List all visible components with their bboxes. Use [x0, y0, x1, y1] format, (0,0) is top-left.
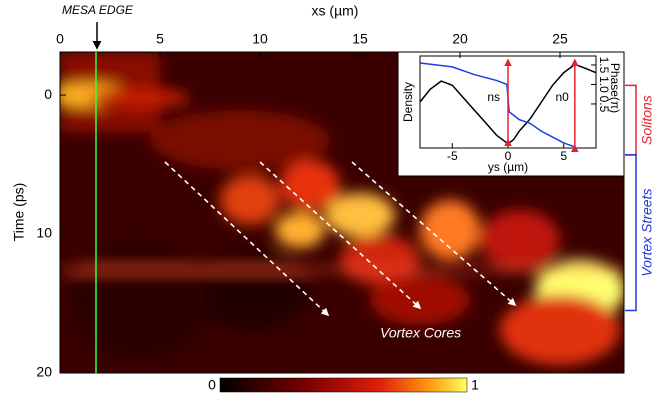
y2-tick-label: 1.5 — [597, 57, 611, 74]
y2-tick-label: 0.5 — [597, 96, 611, 113]
x-axis-label: ys (µm) — [488, 160, 528, 174]
x-tick-label: 25 — [552, 31, 568, 47]
x-tick-label: 15 — [352, 31, 368, 47]
x-tick-label: -5 — [447, 149, 458, 163]
range-label: Vortex Streets — [639, 189, 655, 277]
x-tick-label: 10 — [252, 31, 268, 47]
frame — [59, 51, 625, 374]
colorbar-label: 0 — [208, 377, 216, 393]
x-axis-label: xs (µm) — [312, 3, 359, 19]
arrows — [164, 161, 517, 317]
annotation: MESA EDGE — [62, 3, 134, 17]
annotation: ns — [487, 90, 500, 104]
colorbar — [219, 377, 468, 393]
y-axis-label: Time (ps) — [11, 183, 27, 242]
y2-axis-label: Phase(π) — [608, 63, 622, 113]
x-tick-label: 5 — [560, 149, 567, 163]
x-tick-label: 0 — [56, 31, 64, 47]
range-bracket — [625, 84, 637, 156]
x-tick-label: 20 — [452, 31, 468, 47]
y-tick-label: 20 — [36, 364, 52, 380]
colorbar-label: 1 — [471, 377, 479, 393]
range-label: Solitons — [639, 95, 655, 145]
y-tick-label: 10 — [36, 225, 52, 241]
inset: -5 0 5 0.5 1.0 1.5 ys (µm) Density Phase(π) ns n0 — [397, 51, 625, 177]
x-tick-label: 0 — [505, 149, 512, 163]
annotation: n0 — [555, 90, 569, 104]
range-bracket — [625, 154, 637, 312]
y-axis-label: Density — [401, 82, 415, 122]
y-tick-label: 0 — [44, 86, 52, 102]
annotation: Vortex Cores — [380, 325, 461, 341]
series-line — [419, 62, 576, 148]
x-tick-label: 5 — [156, 31, 164, 47]
y2-tick-label: 1.0 — [597, 76, 611, 93]
